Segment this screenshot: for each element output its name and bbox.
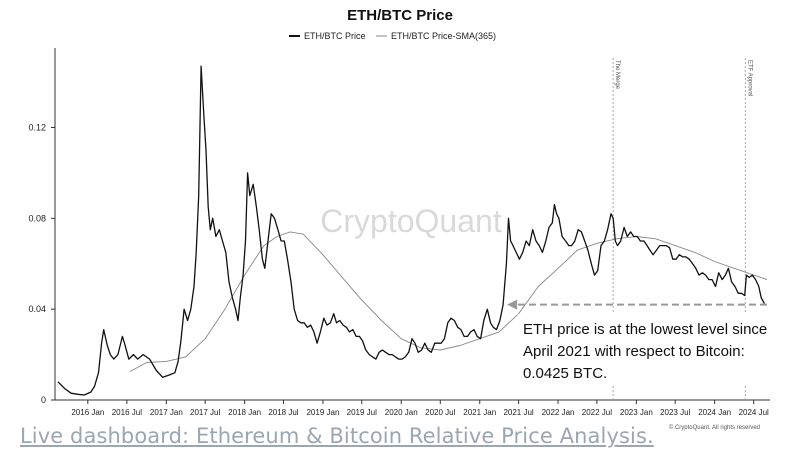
- x-tick-label: 2019 Jan: [306, 408, 339, 417]
- sma-series-line: [129, 231, 768, 372]
- vertical-marker-label: The Merge: [614, 60, 620, 90]
- annotation-text: ETH price is at the lowest level since A…: [518, 314, 768, 386]
- x-tick-label: 2018 Jan: [228, 408, 261, 417]
- x-axis: 2016 Jan 2016 Jul 2017 Jan 2017 Jul 2018 Jan…: [55, 399, 770, 417]
- annotation-arrow: [507, 299, 767, 310]
- y-axis: 0 0.04 0.08 0.12: [28, 48, 56, 405]
- annotation-background: [518, 314, 768, 386]
- x-tick-label: 2022 Jul: [582, 408, 612, 417]
- x-tick-label: 2018 Jul: [268, 408, 298, 417]
- watermark: CryptoQuant: [320, 203, 502, 239]
- series-layer: [57, 65, 768, 396]
- legend: ETH/BTC Price ETH/BTC Price-SMA(365): [289, 31, 496, 41]
- y-tick-label: 0.04: [28, 304, 46, 314]
- x-tick-label: 2021 Jul: [503, 408, 533, 417]
- live-dashboard-link[interactable]: Live dashboard: Ethereum & Bitcoin Relat…: [20, 424, 654, 448]
- x-tick-label: 2020 Jan: [385, 408, 418, 417]
- legend-sma-label: ETH/BTC Price-SMA(365): [391, 31, 496, 41]
- x-tick-label: 2020 Jul: [425, 408, 455, 417]
- annotation-arrow-head: [507, 299, 518, 310]
- y-tick-label: 0: [41, 395, 46, 405]
- x-tick-label: 2024 Jul: [739, 408, 769, 417]
- annotation-line-1: ETH price is at the lowest level since: [523, 321, 767, 338]
- price-series-line: [57, 65, 765, 396]
- x-tick-label: 2023 Jul: [660, 408, 690, 417]
- x-tick-label: 2016 Jul: [112, 408, 142, 417]
- x-tick-label: 2016 Jan: [71, 408, 104, 417]
- x-tick-label: 2017 Jul: [190, 408, 220, 417]
- x-tick-label: 2017 Jan: [150, 408, 183, 417]
- copyright: © CryptoQuant. All rights reserved: [669, 424, 760, 431]
- vertical-marker-label: ETF Approval: [746, 60, 752, 96]
- x-tick-label: 2024 Jan: [698, 408, 731, 417]
- x-tick-label: 2023 Jan: [620, 408, 653, 417]
- x-tick-label: 2021 Jan: [463, 408, 496, 417]
- y-tick-label: 0.12: [28, 122, 46, 132]
- chart-title: ETH/BTC Price: [347, 7, 453, 24]
- y-tick-label: 0.08: [28, 213, 46, 223]
- legend-price-label: ETH/BTC Price: [304, 31, 366, 41]
- x-tick-label: 2019 Jul: [347, 408, 377, 417]
- x-tick-label: 2022 Jan: [542, 408, 575, 417]
- annotation-line-2: April 2021 with respect to Bitcoin:: [523, 343, 745, 360]
- annotation-line-3: 0.0425 BTC.: [523, 365, 607, 382]
